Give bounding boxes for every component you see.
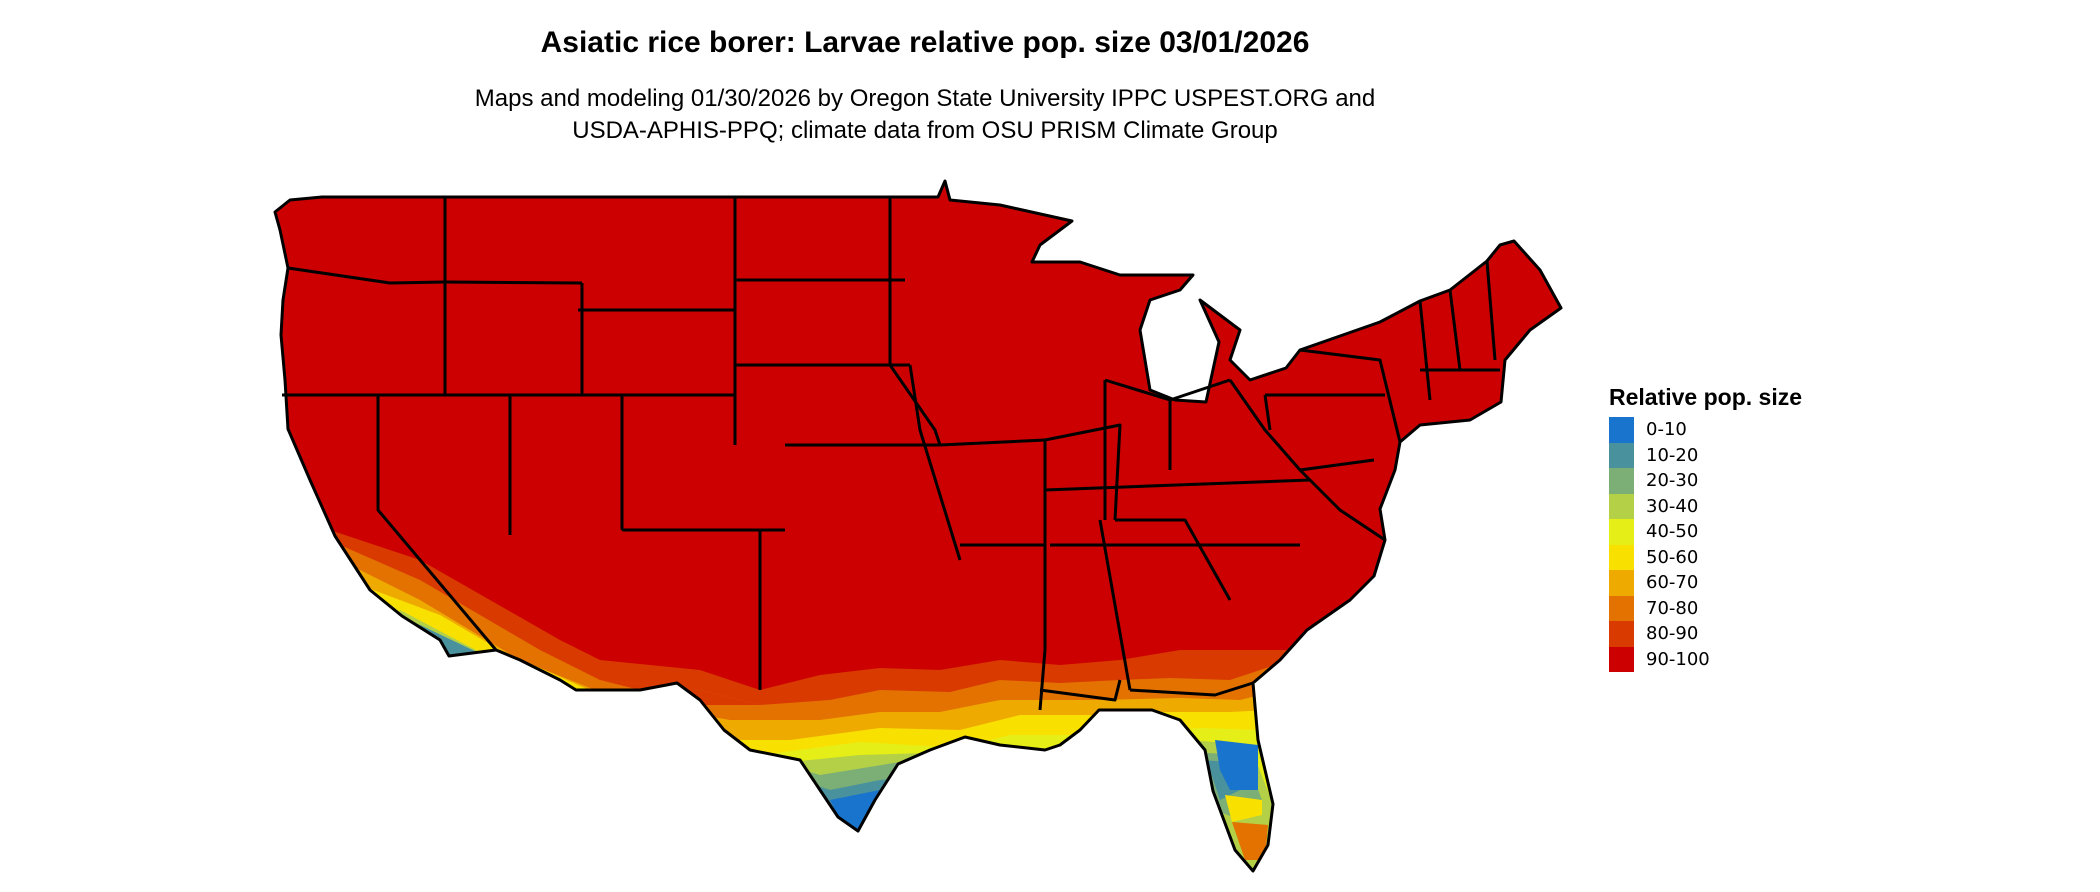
- state-border: [1039, 679, 1122, 702]
- legend-label: 90-100: [1646, 648, 1710, 670]
- legend-item: 20-30: [1609, 468, 1802, 494]
- map-region-90-100: [275, 181, 1561, 871]
- legend-label: 0-10: [1646, 419, 1687, 441]
- state-border: [1298, 468, 1386, 542]
- legend-swatch: [1609, 544, 1634, 570]
- legend-label: 80-90: [1646, 623, 1699, 645]
- legend-swatch: [1609, 519, 1634, 545]
- chart-subtitle-line-2: USDA-APHIS-PPQ; climate data from OSU PR…: [572, 117, 1278, 144]
- state-border: [1098, 519, 1132, 691]
- legend-item: 60-70: [1609, 570, 1802, 596]
- legend-swatch: [1609, 621, 1634, 647]
- legend-swatch: [1609, 595, 1634, 621]
- state-border: [1228, 379, 1302, 471]
- state-border: [1299, 458, 1375, 472]
- map-region-70-80: [1232, 822, 1268, 860]
- legend-item: 50-60: [1609, 544, 1802, 570]
- state-border: [1044, 478, 1311, 492]
- us-outline: [273, 179, 1563, 873]
- state-border: [1299, 348, 1402, 443]
- legend-title: Relative pop. size: [1609, 384, 1803, 410]
- legend-item: 90-100: [1609, 646, 1802, 672]
- chart-title: Asiatic rice borer: Larvae relative pop.…: [540, 26, 1310, 59]
- legend-label: 30-40: [1646, 495, 1699, 517]
- legend-item: 70-80: [1609, 595, 1802, 621]
- legend-swatch: [1609, 570, 1634, 596]
- state-border: [960, 543, 1047, 711]
- legend-swatch: [1609, 442, 1634, 468]
- legend-item: 80-90: [1609, 621, 1802, 647]
- legend-swatch: [1609, 646, 1634, 672]
- legend-label: 60-70: [1646, 572, 1699, 594]
- state-border: [287, 266, 446, 285]
- state-border: [376, 395, 498, 651]
- legend-item: 10-20: [1609, 442, 1802, 468]
- legend-item: 40-50: [1609, 519, 1802, 545]
- state-border: [908, 364, 962, 561]
- legend-item: 0-10: [1609, 417, 1802, 443]
- legend-label: 20-30: [1646, 470, 1699, 492]
- legend: Relative pop. size 0-10 10-20 20-30 30-40 40…: [1609, 384, 1802, 672]
- chart-subtitle-line-1: Maps and modeling 01/30/2026 by Oregon S…: [474, 85, 1376, 112]
- state-border: [888, 197, 942, 446]
- state-border: [1485, 260, 1497, 361]
- legend-swatch: [1609, 468, 1634, 494]
- state-border: [1129, 681, 1254, 697]
- legend-label: 70-80: [1646, 597, 1699, 619]
- legend-label: 10-20: [1646, 444, 1699, 466]
- legend-label: 40-50: [1646, 521, 1699, 543]
- state-border: [1418, 300, 1432, 401]
- legend-swatch: [1609, 417, 1634, 443]
- state-border: [1263, 394, 1272, 431]
- legend-label: 50-60: [1646, 546, 1699, 568]
- state-border: [444, 280, 583, 285]
- state-border: [1448, 289, 1462, 371]
- legend-swatch: [1609, 493, 1634, 519]
- map-region-50-60: [1225, 795, 1262, 822]
- legend-item: 30-40: [1609, 493, 1802, 519]
- state-border: [1115, 518, 1232, 601]
